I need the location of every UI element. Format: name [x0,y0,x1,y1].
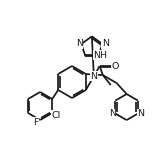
Text: N: N [137,109,144,118]
Text: NH: NH [93,51,107,60]
Text: Cl: Cl [52,110,61,119]
Text: N: N [76,39,83,49]
Text: O: O [111,62,118,71]
Text: N: N [109,109,116,118]
Text: N: N [102,39,109,49]
Text: F: F [33,118,39,127]
Text: N: N [90,72,97,81]
